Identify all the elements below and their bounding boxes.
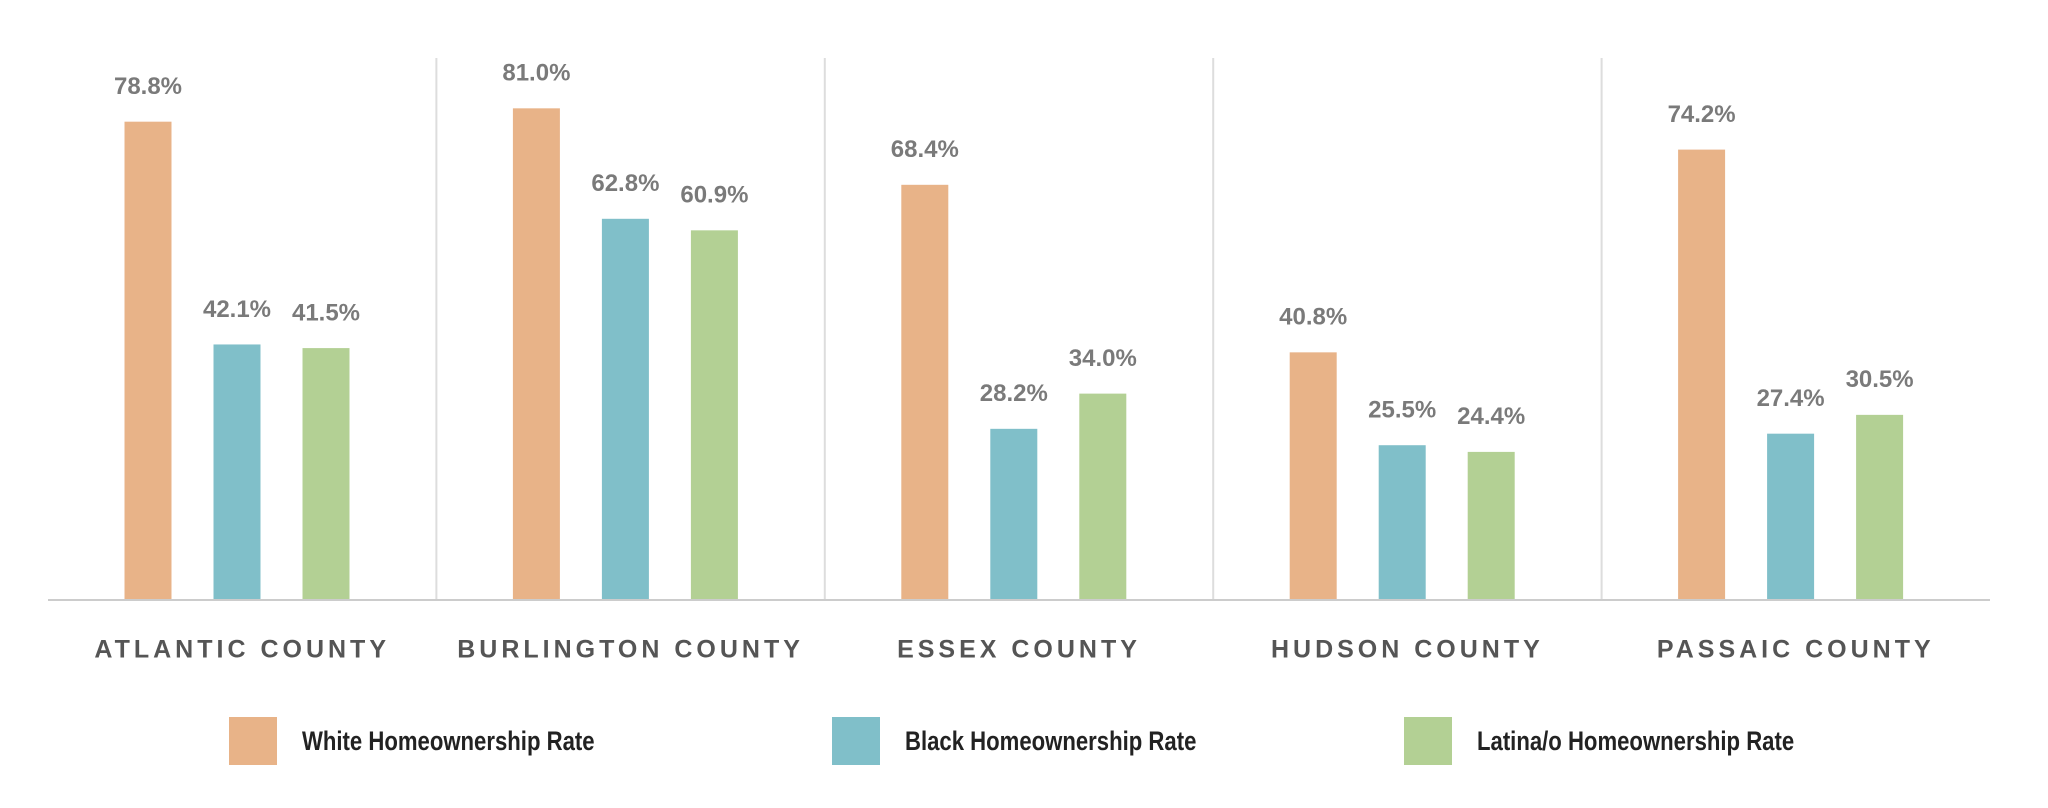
value-label: 81.0%	[502, 60, 570, 87]
x-tick-label: PASSAIC COUNTY	[1657, 636, 1935, 664]
value-label: 27.4%	[1757, 385, 1825, 412]
bar	[901, 184, 949, 600]
value-label: 78.8%	[114, 73, 182, 100]
value-label: 60.9%	[680, 182, 748, 209]
legend-label: White Homeownership Rate	[302, 727, 595, 757]
value-label: 30.5%	[1846, 366, 1914, 393]
legend-swatch	[832, 717, 880, 765]
x-tick-label: ATLANTIC COUNTY	[94, 636, 390, 664]
bar	[213, 344, 261, 600]
x-tick-label: ESSEX COUNTY	[897, 636, 1141, 664]
value-label: 28.2%	[980, 380, 1048, 407]
value-label: 42.1%	[203, 296, 271, 323]
value-label: 25.5%	[1368, 397, 1436, 424]
bar	[690, 230, 738, 600]
x-tick-label: HUDSON COUNTY	[1271, 636, 1544, 664]
legend-swatch	[1404, 717, 1452, 765]
value-label: 40.8%	[1279, 304, 1347, 331]
bar	[1289, 352, 1337, 600]
bar	[302, 348, 350, 600]
value-label: 74.2%	[1668, 101, 1736, 128]
x-tick-label: BURLINGTON COUNTY	[457, 636, 804, 664]
bar	[1767, 433, 1815, 600]
legend-label: Latina/o Homeownership Rate	[1477, 727, 1794, 757]
bar	[1378, 445, 1426, 600]
bar	[512, 108, 560, 600]
legend-swatch	[229, 717, 277, 765]
bar	[990, 428, 1038, 600]
bar	[1079, 393, 1127, 600]
value-label: 62.8%	[591, 170, 659, 197]
value-label: 34.0%	[1069, 345, 1137, 372]
bar	[124, 121, 172, 601]
bar	[1467, 451, 1515, 600]
legend-label: Black Homeownership Rate	[905, 727, 1196, 757]
bar	[601, 218, 649, 600]
value-label: 68.4%	[891, 136, 959, 163]
value-label: 41.5%	[292, 299, 360, 326]
bar	[1678, 149, 1726, 600]
bar	[1856, 414, 1904, 600]
value-label: 24.4%	[1457, 403, 1525, 430]
